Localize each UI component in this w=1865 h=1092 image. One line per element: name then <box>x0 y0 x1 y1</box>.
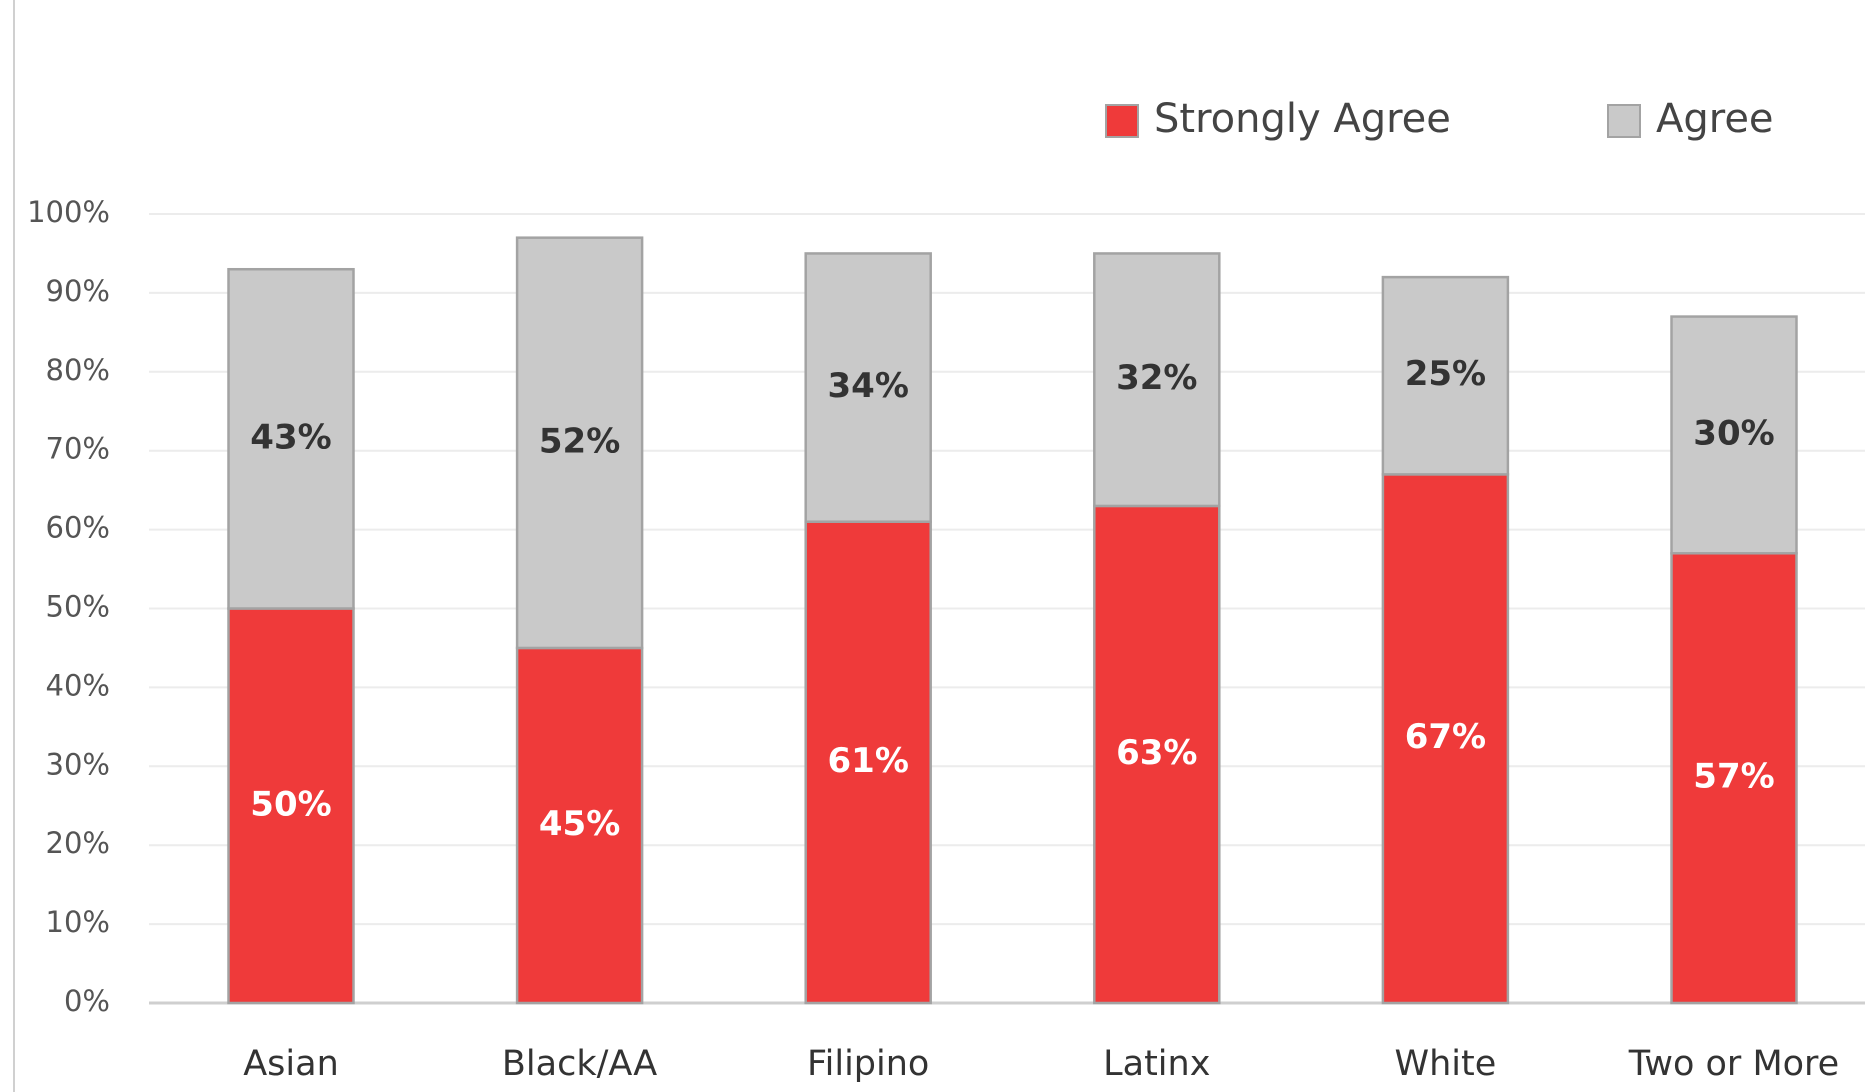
data-label: 67% <box>1405 717 1486 757</box>
y-tick-label: 40% <box>46 668 110 702</box>
legend-label: Strongly Agree <box>1154 96 1451 142</box>
data-label: 43% <box>250 417 331 457</box>
bar-segment <box>1381 473 1510 1005</box>
x-tick-label: Black/AA <box>502 1044 657 1084</box>
bar-segment <box>227 267 355 610</box>
y-tick-label: 70% <box>46 432 110 466</box>
bar-segment <box>1381 275 1510 476</box>
data-label: 30% <box>1693 413 1774 453</box>
data-label: 52% <box>539 421 620 461</box>
data-label: 32% <box>1116 358 1197 398</box>
y-tick-label: 50% <box>46 590 110 624</box>
y-tick-label: 0% <box>64 984 110 1018</box>
data-label: 25% <box>1405 354 1486 394</box>
bar-segment <box>227 607 355 1005</box>
bar-segment <box>1670 315 1798 555</box>
data-label: 57% <box>1693 757 1774 797</box>
x-tick-label: White <box>1395 1044 1497 1084</box>
legend-swatch <box>1105 104 1139 138</box>
bar-segment <box>515 646 644 1005</box>
data-label: 34% <box>828 366 909 406</box>
data-label: 50% <box>250 784 331 824</box>
x-tick-label: Asian <box>243 1044 339 1084</box>
y-tick-label: 100% <box>27 195 110 229</box>
data-label: 63% <box>1116 733 1197 773</box>
bar-segment <box>1093 252 1221 508</box>
y-tick-label: 30% <box>46 747 110 781</box>
x-tick-label: Latinx <box>1103 1044 1210 1084</box>
data-label: 61% <box>828 741 909 781</box>
bar-segment <box>804 252 932 523</box>
bar-segment <box>1093 504 1221 1005</box>
bar-segment <box>804 520 932 1005</box>
x-tick-label: Filipino <box>807 1044 929 1084</box>
y-tick-label: 20% <box>46 826 110 860</box>
legend-label: Agree <box>1656 96 1774 142</box>
data-label: 45% <box>539 804 620 844</box>
y-tick-label: 60% <box>46 511 110 545</box>
y-tick-label: 80% <box>46 353 110 387</box>
y-tick-label: 90% <box>46 274 110 308</box>
legend-swatch <box>1607 104 1641 138</box>
y-tick-label: 10% <box>46 905 110 939</box>
bar-segment <box>515 236 644 650</box>
x-tick-label: Two or More <box>1628 1044 1839 1084</box>
